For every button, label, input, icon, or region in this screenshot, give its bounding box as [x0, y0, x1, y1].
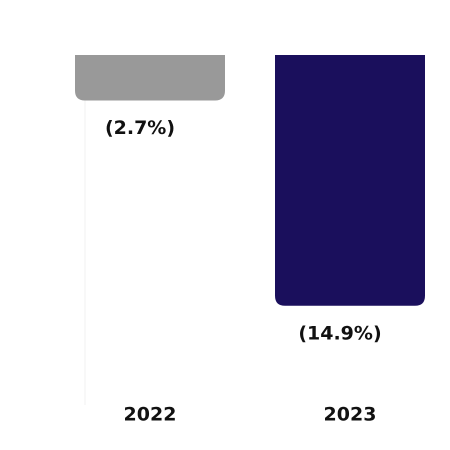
value-label: (2.7%) — [105, 117, 175, 139]
x-tick-label: 2022 — [124, 404, 177, 426]
bar — [75, 55, 225, 101]
x-tick-label: 2023 — [324, 404, 377, 426]
value-label: (14.9%) — [298, 322, 381, 344]
bar — [275, 55, 425, 306]
